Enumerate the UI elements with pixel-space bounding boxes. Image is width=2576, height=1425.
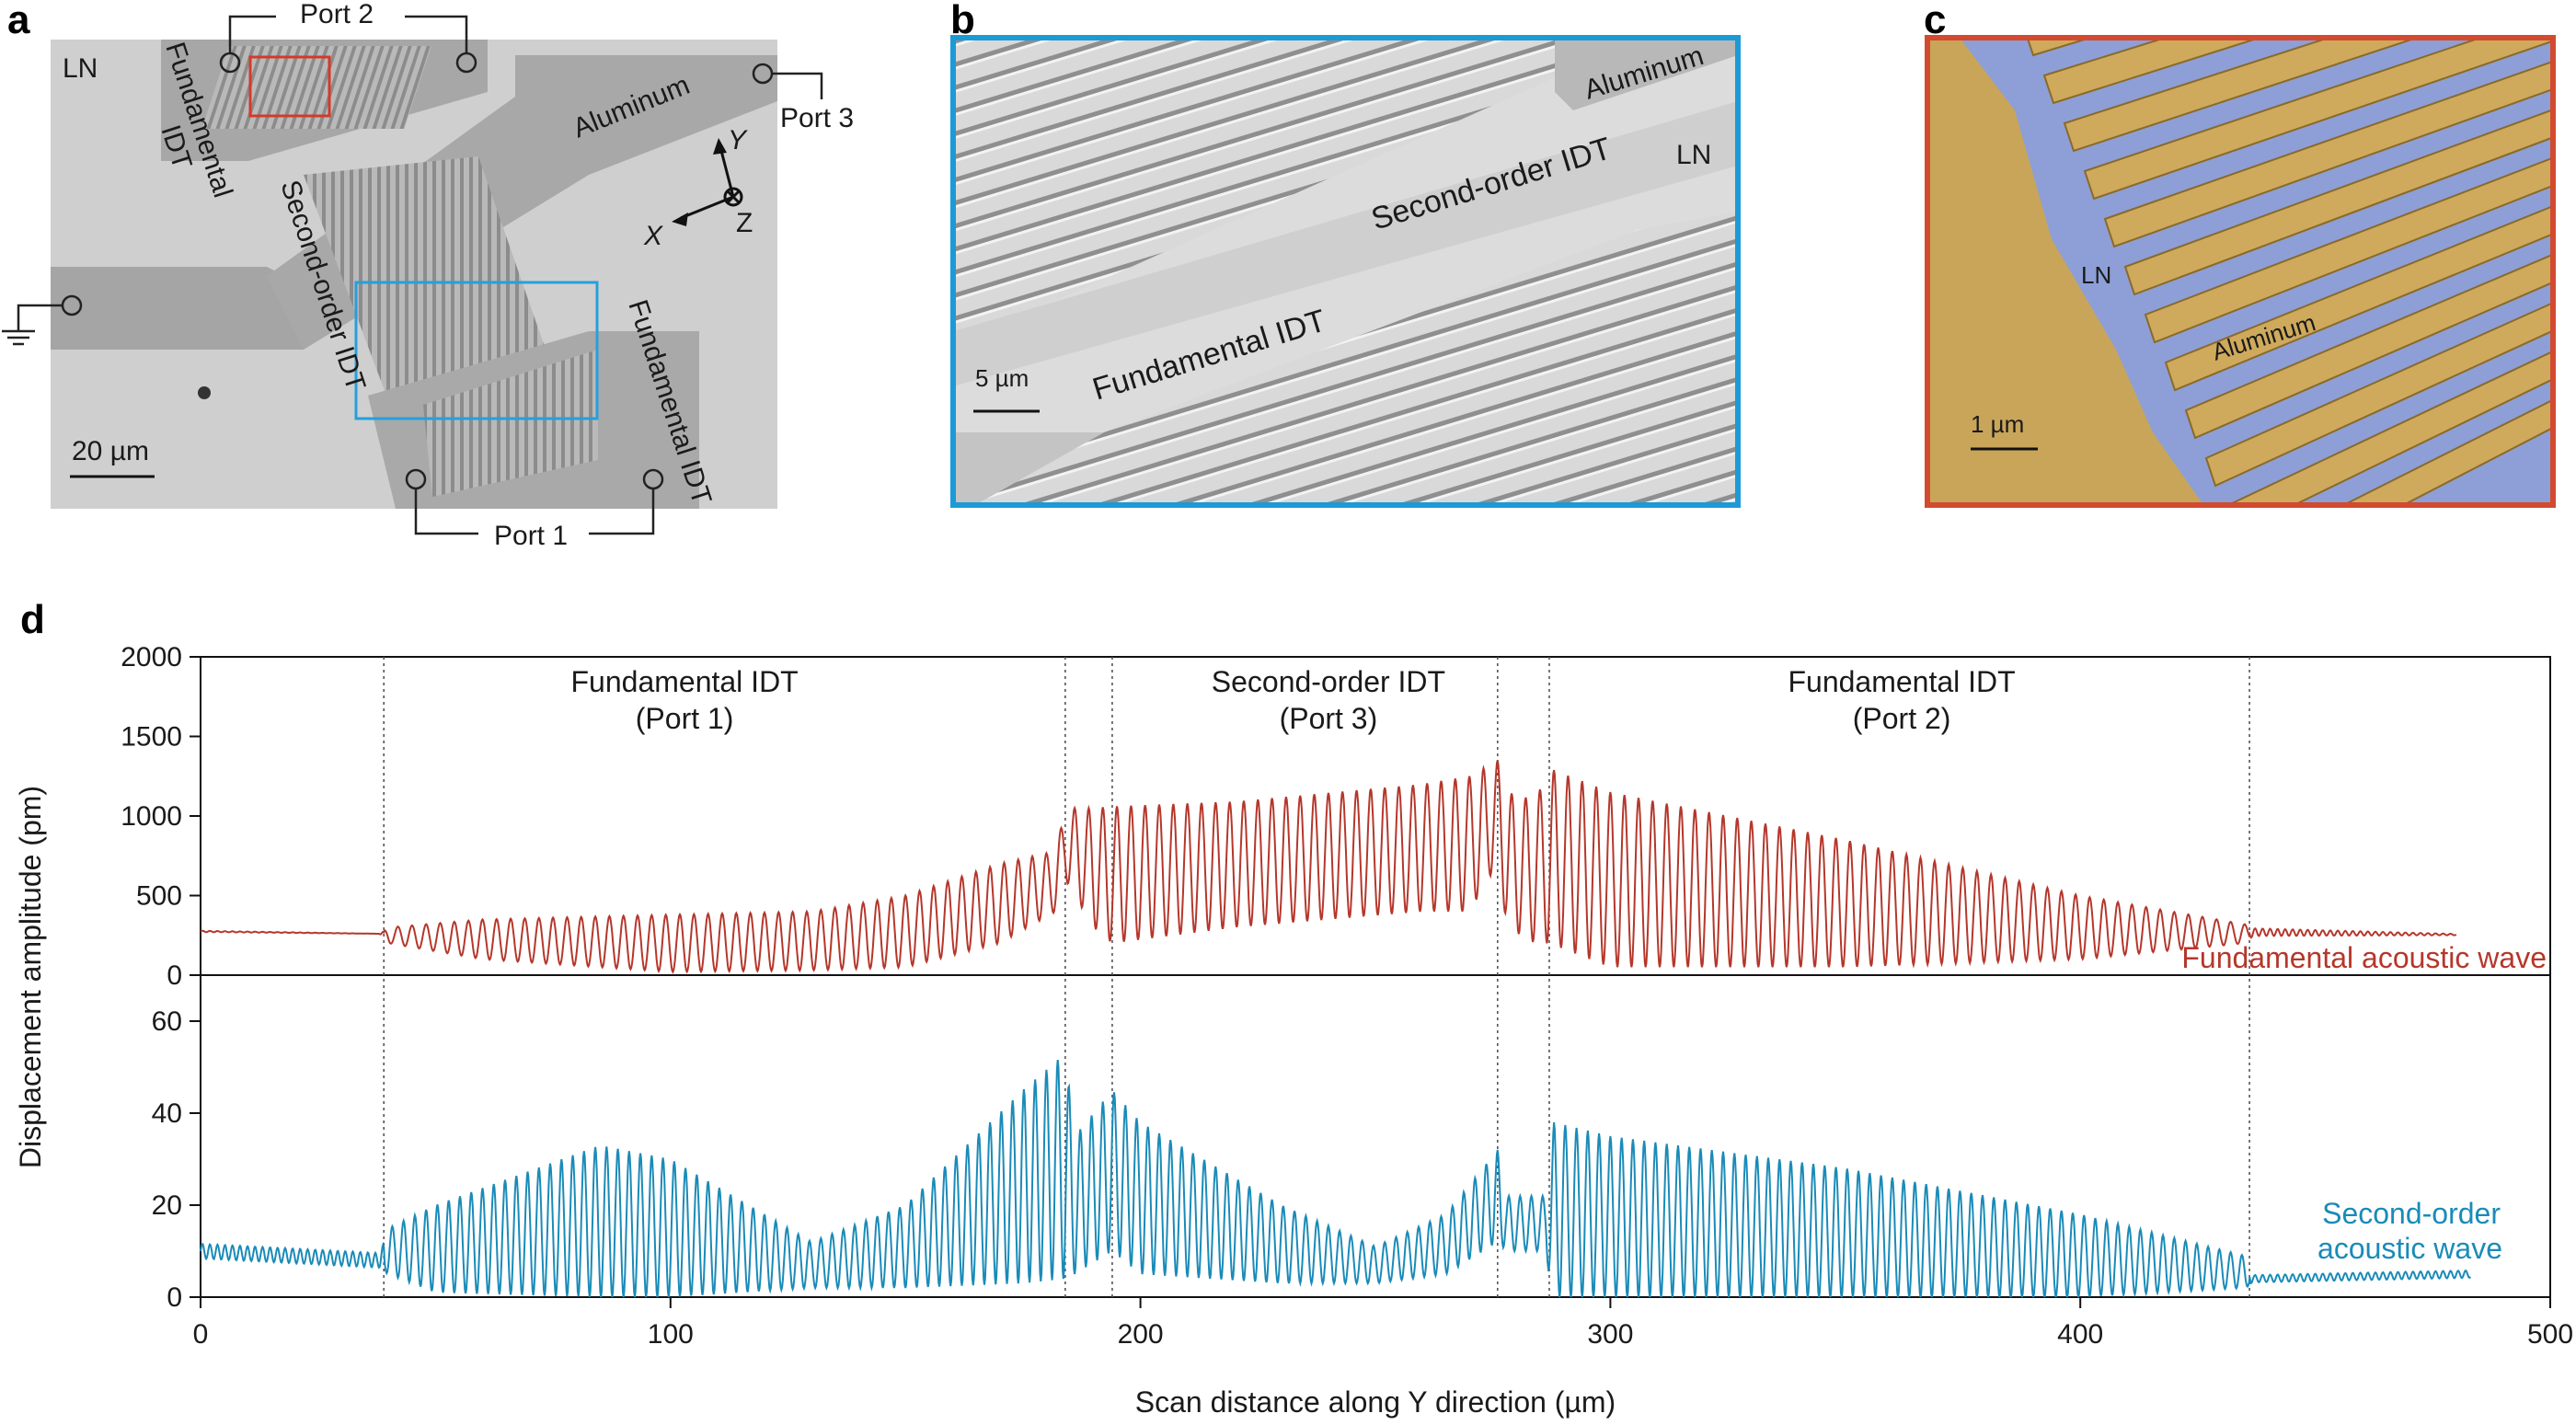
y-tick-label-top: 0	[167, 960, 182, 991]
scale-label-a: 20 µm	[72, 436, 149, 466]
scale-label-b: 5 µm	[975, 364, 1029, 392]
sem-image-a	[51, 40, 777, 509]
legend-fundamental: Fundamental acoustic wave	[2181, 941, 2547, 974]
x-tick-label: 400	[2057, 1319, 2103, 1350]
frame-b	[950, 35, 1741, 508]
label-ln-a: LN	[63, 53, 98, 84]
y-tick-label-bottom: 40	[152, 1098, 182, 1129]
x-tick-label: 200	[1118, 1319, 1164, 1350]
region-port: (Port 3)	[1280, 702, 1378, 735]
aluminum-finger	[2225, 350, 2553, 505]
panel-letter-d: d	[20, 597, 45, 642]
aluminum-finger	[2063, 38, 2421, 153]
panel-b: b Aluminum LN Second-order IDT Fundament…	[950, 0, 1741, 508]
aluminum-finger	[2341, 398, 2553, 505]
aluminum-finger	[2083, 38, 2553, 201]
label-axis-x: X	[643, 221, 663, 251]
x-tick-label: 0	[193, 1319, 209, 1350]
label-port1: Port 1	[494, 521, 568, 551]
port1-connector	[414, 488, 478, 535]
port2-connector	[228, 15, 276, 53]
aluminum-finger	[2184, 253, 2553, 440]
region-title: Fundamental IDT	[1788, 665, 2015, 698]
panel-d: d 0 100 200 300 400 500 0 500 1000 1500 2000 0 20 40 6…	[14, 597, 2573, 1419]
frame-c	[1925, 35, 2556, 508]
aluminum-fingers	[2026, 38, 2553, 505]
x-axis-title: Scan distance along Y direction (µm)	[1135, 1385, 1616, 1419]
label-port3: Port 3	[780, 103, 854, 133]
label-axis-z: Z	[736, 208, 753, 238]
y-tick-label-top: 2000	[121, 642, 182, 672]
label-port2: Port 2	[300, 0, 374, 29]
ground-connector	[17, 304, 63, 331]
aluminum-finger	[2103, 60, 2553, 248]
aluminum-finger	[2144, 156, 2553, 344]
chart-d: 0 100 200 300 400 500 0 500 1000 1500 2000 0 20 40 60 S…	[14, 642, 2573, 1419]
y-tick-label-top: 1000	[121, 801, 182, 832]
y-tick-label-top: 500	[136, 881, 182, 912]
label-ln-c: LN	[2081, 261, 2111, 289]
sem-image-b	[953, 38, 1738, 505]
x-tick-label: 500	[2527, 1319, 2573, 1350]
y-tick-label-bottom: 60	[152, 1006, 182, 1037]
sem-image-c	[1927, 38, 2553, 505]
series-fundamental	[200, 760, 2457, 974]
aluminum-finger	[2123, 109, 2553, 296]
series-second-order	[200, 1060, 2472, 1299]
y-tick-label-bottom: 0	[167, 1282, 182, 1313]
panel-c: c LN Aluminum 1 µm	[1924, 0, 2556, 508]
panel-a: a	[2, 0, 854, 551]
label-axis-y: Y	[728, 125, 748, 155]
x-tick-label: 100	[648, 1319, 694, 1350]
panel-letter-a: a	[7, 0, 30, 42]
region-port: (Port 1)	[636, 702, 734, 735]
aluminum-finger	[2026, 38, 2094, 57]
aluminum-finger	[2042, 38, 2263, 105]
aluminum-finger	[2164, 205, 2553, 392]
y-tick-label-bottom: 20	[152, 1190, 182, 1221]
plot-frame	[200, 656, 2551, 1298]
scale-label-c: 1 µm	[1971, 410, 2024, 438]
y-axis-title: Displacement amplitude (pm)	[14, 786, 47, 1168]
legend-second-order-2: acoustic wave	[2317, 1232, 2502, 1265]
legend-second-order-1: Second-order	[2322, 1197, 2501, 1230]
y-tick-label-top: 1500	[121, 722, 182, 753]
region-title: Fundamental IDT	[571, 665, 799, 698]
region-title: Second-order IDT	[1212, 665, 1445, 698]
label-ln-b: LN	[1676, 140, 1711, 170]
x-tick-label: 300	[1587, 1319, 1633, 1350]
region-port: (Port 2)	[1853, 702, 1951, 735]
aluminum-finger	[2204, 302, 2553, 488]
